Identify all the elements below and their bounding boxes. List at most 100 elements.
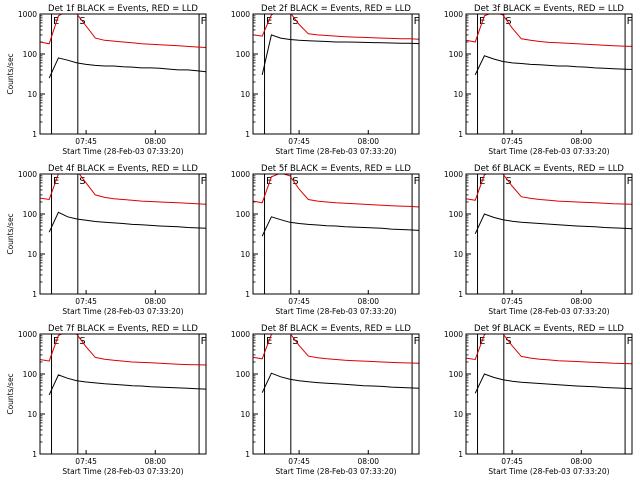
y-tick-label: 100 bbox=[23, 370, 38, 379]
y-tick-label: 1 bbox=[245, 130, 250, 139]
event-marker-label: F bbox=[414, 336, 420, 347]
x-tick-label: 07:45 bbox=[288, 297, 310, 306]
x-tick-label: 08:00 bbox=[144, 137, 166, 146]
event-marker-label: F bbox=[627, 336, 633, 347]
x-axis-label: Start Time (28-Feb-03 07:33:20) bbox=[488, 147, 609, 156]
x-tick-label: 08:00 bbox=[570, 457, 592, 466]
x-tick-label: 07:45 bbox=[75, 297, 97, 306]
event-marker-label: S bbox=[292, 336, 298, 347]
x-tick-label: 08:00 bbox=[144, 297, 166, 306]
y-tick-label: 10 bbox=[27, 410, 37, 419]
y-tick-label: 100 bbox=[23, 50, 38, 59]
series-group bbox=[466, 174, 632, 235]
y-tick-label: 10 bbox=[240, 410, 250, 419]
y-tick-label: 1 bbox=[245, 290, 250, 299]
x-axis-label: Start Time (28-Feb-03 07:33:20) bbox=[275, 147, 396, 156]
plot-frame bbox=[465, 13, 633, 135]
series-group bbox=[253, 334, 419, 393]
x-tick-label: 08:00 bbox=[357, 457, 379, 466]
y-tick-label: 10 bbox=[240, 250, 250, 259]
x-axis-label: Start Time (28-Feb-03 07:33:20) bbox=[488, 467, 609, 476]
panel-det1: Det 1f BLACK = Events, RED = LLD 1 10 100 10… bbox=[6, 4, 207, 156]
plot-frame bbox=[465, 173, 633, 295]
panel-det4: Det 4f BLACK = Events, RED = LLD 1 10 100 10… bbox=[6, 164, 207, 316]
events-series-line bbox=[474, 373, 632, 394]
y-tick-label: 10 bbox=[453, 410, 463, 419]
x-tick-label: 08:00 bbox=[357, 137, 379, 146]
y-axis-label: Counts/sec bbox=[6, 373, 15, 414]
y-tick-label: 1000 bbox=[231, 330, 250, 339]
x-tick-label: 07:45 bbox=[501, 457, 523, 466]
x-tick-label: 08:00 bbox=[357, 297, 379, 306]
event-marker-label: F bbox=[201, 176, 207, 187]
y-tick-label: 1000 bbox=[444, 170, 463, 179]
lld-series-line bbox=[253, 14, 419, 40]
y-tick-label: 1 bbox=[32, 290, 37, 299]
lld-series-line bbox=[253, 174, 419, 208]
lld-series-line bbox=[253, 334, 419, 364]
plot-frame bbox=[39, 333, 207, 455]
lld-series-line bbox=[40, 174, 206, 205]
x-axis-label: Start Time (28-Feb-03 07:33:20) bbox=[62, 467, 183, 476]
y-tick-label: 1000 bbox=[444, 10, 463, 19]
panel-title: Det 7f BLACK = Events, RED = LLD bbox=[48, 324, 198, 334]
series-group bbox=[466, 334, 632, 394]
panel-title: Det 2f BLACK = Events, RED = LLD bbox=[261, 4, 411, 14]
x-tick-label: 07:45 bbox=[501, 137, 523, 146]
y-axis-label: Counts/sec bbox=[6, 53, 15, 94]
y-tick-label: 10 bbox=[27, 250, 37, 259]
event-marker-label: S bbox=[292, 176, 298, 187]
y-tick-label: 1 bbox=[32, 130, 37, 139]
events-series-line bbox=[48, 374, 206, 396]
panel-title: Det 3f BLACK = Events, RED = LLD bbox=[474, 4, 624, 14]
y-tick-label: 100 bbox=[449, 210, 464, 219]
series-group bbox=[253, 14, 419, 76]
panel-title: Det 4f BLACK = Events, RED = LLD bbox=[48, 164, 198, 174]
events-series-line bbox=[48, 57, 206, 79]
panel-title: Det 9f BLACK = Events, RED = LLD bbox=[474, 324, 624, 334]
y-tick-label: 10 bbox=[453, 90, 463, 99]
events-series-line bbox=[474, 55, 632, 76]
y-tick-label: 100 bbox=[449, 370, 464, 379]
plot-frame bbox=[465, 333, 633, 455]
plot-frame bbox=[39, 173, 207, 295]
event-marker-label: F bbox=[201, 336, 207, 347]
series-group bbox=[253, 174, 419, 237]
y-tick-label: 1 bbox=[458, 290, 463, 299]
y-tick-label: 1 bbox=[458, 450, 463, 459]
y-tick-label: 1000 bbox=[18, 10, 37, 19]
series-group bbox=[40, 334, 206, 396]
y-tick-label: 100 bbox=[236, 370, 251, 379]
event-marker-label: S bbox=[505, 16, 511, 27]
panel-det8: Det 8f BLACK = Events, RED = LLD 1 10 100 10… bbox=[231, 324, 420, 476]
y-tick-label: 1000 bbox=[444, 330, 463, 339]
x-axis-label: Start Time (28-Feb-03 07:33:20) bbox=[275, 307, 396, 316]
panel-title: Det 6f BLACK = Events, RED = LLD bbox=[474, 164, 624, 174]
panel-det2: Det 2f BLACK = Events, RED = LLD 1 10 100 10… bbox=[231, 4, 420, 156]
panel-det6: Det 6f BLACK = Events, RED = LLD 1 10 100 10… bbox=[444, 164, 633, 316]
events-series-line bbox=[474, 213, 632, 235]
plot-frame bbox=[39, 13, 207, 135]
lld-series-line bbox=[466, 174, 632, 205]
x-tick-label: 08:00 bbox=[144, 457, 166, 466]
event-marker-label: S bbox=[79, 176, 85, 187]
event-marker-label: E bbox=[266, 176, 272, 187]
y-tick-label: 100 bbox=[236, 50, 251, 59]
panel-title: Det 8f BLACK = Events, RED = LLD bbox=[261, 324, 411, 334]
events-series-line bbox=[261, 34, 419, 76]
y-tick-label: 1 bbox=[245, 450, 250, 459]
y-tick-label: 100 bbox=[23, 210, 38, 219]
event-marker-label: F bbox=[201, 16, 207, 27]
y-tick-label: 100 bbox=[449, 50, 464, 59]
lld-series-line bbox=[466, 14, 632, 47]
lld-series-line bbox=[466, 334, 632, 365]
event-marker-label: S bbox=[292, 16, 298, 27]
x-tick-label: 07:45 bbox=[75, 457, 97, 466]
y-tick-label: 100 bbox=[236, 210, 251, 219]
events-series-line bbox=[261, 216, 419, 237]
lld-series-line bbox=[40, 334, 206, 366]
event-marker-label: E bbox=[266, 16, 272, 27]
x-axis-label: Start Time (28-Feb-03 07:33:20) bbox=[62, 307, 183, 316]
series-group bbox=[40, 14, 206, 79]
